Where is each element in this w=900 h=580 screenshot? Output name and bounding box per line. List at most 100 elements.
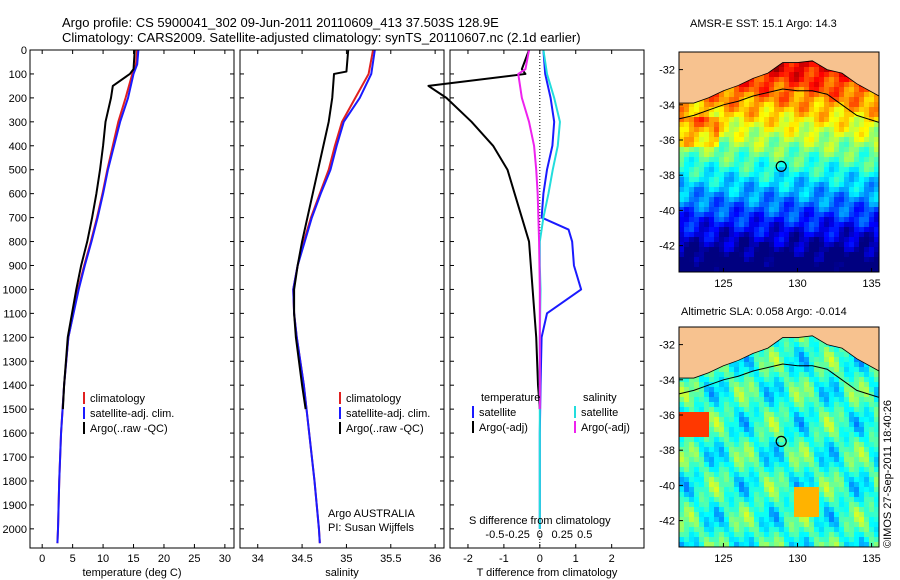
map-cell: [779, 162, 785, 168]
map-cell: [819, 187, 825, 193]
map-cell: [869, 247, 875, 253]
map-cell: [874, 157, 879, 163]
map-cell: [744, 397, 750, 403]
map-cell: [839, 457, 845, 463]
map-cell: [754, 177, 760, 183]
map-cell: [704, 197, 710, 203]
map-cell: [819, 172, 825, 178]
map-cell: [684, 137, 690, 143]
map-cell: [779, 452, 785, 458]
map-cell: [804, 222, 810, 228]
map-cell: [804, 147, 810, 153]
map-cell: [749, 162, 755, 168]
map-cell: [769, 182, 775, 188]
map-cell: [729, 452, 735, 458]
map-cell: [714, 457, 720, 463]
map-cell: [824, 412, 830, 418]
map-cell: [844, 267, 850, 272]
map-cell: [779, 172, 785, 178]
map-cell: [844, 362, 850, 368]
map-cell: [849, 187, 855, 193]
map-cell: [794, 527, 800, 533]
map-cell: [724, 127, 730, 133]
map-cell: [789, 542, 795, 547]
map-cell: [809, 117, 815, 123]
legend-argo: Argo(..raw -QC): [346, 423, 424, 435]
map-cell: [864, 92, 870, 98]
map-cell: [794, 492, 800, 498]
map-cell: [814, 352, 820, 358]
map-cell: [829, 452, 835, 458]
map-cell: [699, 507, 705, 513]
map-cell: [854, 187, 860, 193]
map-cell: [774, 77, 780, 83]
map-cell: [829, 187, 835, 193]
map-cell: [684, 377, 690, 383]
map-cell: [799, 217, 805, 223]
map-cell: [859, 522, 865, 528]
map-cell: [854, 457, 860, 463]
map-cell: [834, 542, 840, 547]
map-cell: [789, 147, 795, 153]
map-cell: [844, 132, 850, 138]
map-cell: [729, 252, 735, 258]
map-cell: [859, 527, 865, 533]
map-cell: [724, 467, 730, 473]
map-cell: [824, 512, 830, 518]
map-cell: [729, 422, 735, 428]
map-cell: [804, 197, 810, 203]
map-cell: [839, 207, 845, 213]
map-cell: [719, 202, 725, 208]
map-cell: [849, 507, 855, 513]
map-cell: [709, 502, 715, 508]
map-cell: [779, 237, 785, 243]
map-cell: [784, 132, 790, 138]
map-cell: [809, 427, 815, 433]
map-cell: [759, 242, 765, 248]
map-cell: [849, 537, 855, 543]
map-cell: [744, 522, 750, 528]
map-cell: [864, 222, 870, 228]
map-cell: [854, 172, 860, 178]
map-cell: [764, 267, 770, 272]
legend-satellite: satellite-adj. clim.: [90, 408, 174, 420]
map-cell: [809, 62, 815, 68]
map-cell: [699, 182, 705, 188]
map-image: [679, 327, 879, 547]
map-cell: [684, 422, 690, 428]
map-cell: [784, 142, 790, 148]
map-cell: [814, 372, 820, 378]
map-cell: [694, 132, 700, 138]
map-cell: [819, 177, 825, 183]
map-cell: [794, 497, 800, 503]
map-cell: [804, 142, 810, 148]
map-cell: [864, 232, 870, 238]
map-cell: [759, 187, 765, 193]
map-cell: [874, 232, 879, 238]
map-cell: [824, 542, 830, 547]
map-cell: [739, 117, 745, 123]
map-cell: [844, 502, 850, 508]
map-cell: [739, 507, 745, 513]
map-cell: [719, 247, 725, 253]
map-cell: [829, 517, 835, 523]
land-mass: [679, 52, 879, 104]
map-cell: [719, 372, 725, 378]
map-cell: [859, 97, 865, 103]
map-cell: [829, 467, 835, 473]
map-cell: [864, 152, 870, 158]
map-cell: [774, 457, 780, 463]
map-cell: [809, 247, 815, 253]
map-cell: [849, 117, 855, 123]
map-cell: [749, 522, 755, 528]
x-tick-label: 2: [609, 553, 615, 565]
map-cell: [789, 497, 795, 503]
map-cell: [694, 182, 700, 188]
map-cell: [729, 222, 735, 228]
map-cell: [764, 357, 770, 363]
map-cell: [784, 437, 790, 443]
map-cell: [719, 427, 725, 433]
map-cell: [704, 407, 710, 413]
map-cell: [779, 417, 785, 423]
map-cell: [789, 167, 795, 173]
